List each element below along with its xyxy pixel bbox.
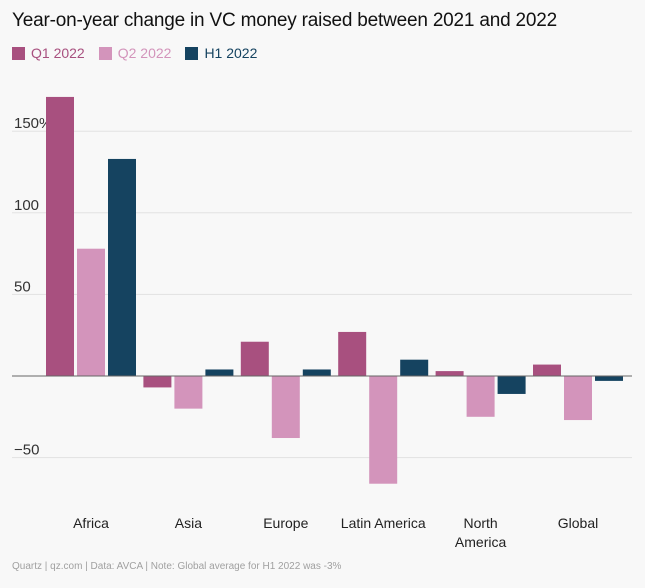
legend-swatch-h1: [185, 46, 199, 60]
x-category-label-3: Latin America: [341, 515, 426, 531]
x-category-label-line: America: [455, 534, 507, 550]
bar-q1-2022-europe: [240, 341, 269, 376]
legend-label-h1: H1 2022: [204, 45, 258, 61]
bar-q2-2022-africa: [77, 248, 105, 376]
legend-label-q1: Q1 2022: [31, 45, 85, 61]
x-category-label-line: Africa: [73, 515, 109, 531]
y-tick-label-0: 150%: [14, 115, 52, 132]
x-category-label-line: Asia: [175, 515, 202, 531]
x-category-label-line: North: [463, 515, 497, 531]
legend-item-q2: Q2 2022: [98, 45, 172, 61]
x-category-label-2: Europe: [263, 515, 308, 531]
x-category-label-4: North America: [455, 515, 507, 550]
bar-q2-2022-latin-america: [369, 376, 398, 484]
legend-swatch-q2: [98, 46, 112, 60]
bar-q1-2022-asia: [143, 376, 172, 388]
legend-swatch-q1: [12, 46, 25, 60]
bar-q2-2022-global: [564, 376, 592, 421]
footer-source: Quartz | qz.com | Data: AVCA | Note: Glo…: [12, 561, 342, 572]
legend-item-q1: Q1 2022: [12, 45, 85, 61]
bar-q1-2022-africa: [46, 96, 74, 376]
y-tick-label-2: 50: [14, 278, 31, 295]
bar-h1-2022-latin-america: [400, 359, 429, 376]
legend-item-h1: H1 2022: [185, 45, 257, 61]
bar-q1-2022-latin-america: [338, 331, 367, 376]
x-category-label-line: Latin America: [341, 515, 426, 531]
x-category-label-5: Global: [558, 515, 598, 531]
y-tick-label-1: 100: [14, 197, 39, 214]
bar-chart: 150% 100 50 −50 Africa Asia Europe Latin Americ…: [12, 96, 632, 550]
bar-q1-2022-global: [533, 364, 561, 376]
bar-h1-2022-africa: [108, 158, 136, 376]
y-tick-label-3: −50: [14, 442, 39, 459]
bar-h1-2022-asia: [205, 369, 234, 376]
x-category-label-line: Global: [558, 515, 598, 531]
bar-h1-2022-global: [595, 376, 623, 381]
legend-label-q2: Q2 2022: [117, 45, 172, 61]
bar-q2-2022-europe: [271, 376, 300, 439]
bar-q1-2022-north-america: [435, 371, 464, 376]
x-category-label-0: Africa: [73, 515, 109, 531]
bar-h1-2022-north-america: [497, 376, 526, 394]
x-category-label-line: Europe: [263, 515, 308, 531]
bar-q2-2022-north-america: [466, 376, 495, 417]
bar-h1-2022-europe: [302, 369, 331, 376]
bar-q2-2022-asia: [174, 376, 203, 409]
legend: Q1 2022 Q2 2022 H1 2022: [12, 45, 257, 61]
x-category-label-1: Asia: [175, 515, 202, 531]
chart-title: Year-on-year change in VC money raised b…: [12, 10, 558, 31]
